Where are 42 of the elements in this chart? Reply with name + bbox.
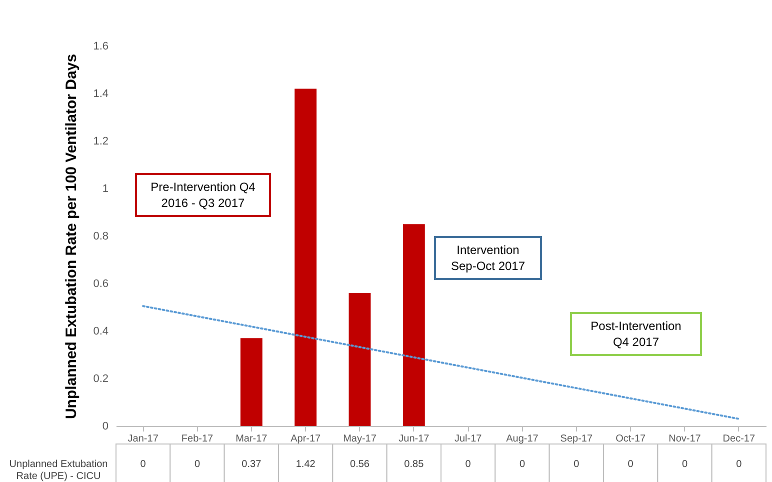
data-label: 0 (682, 459, 688, 470)
y-tick-label: 0.2 (93, 373, 108, 385)
text-box: Intervention Sep-Oct 2017 (434, 236, 542, 280)
bar (402, 224, 425, 426)
text: Unplanned Extubation Rate (UPE) - CICU (9, 459, 108, 482)
x-tick-label: Feb-17 (181, 434, 214, 444)
bar (348, 293, 371, 426)
text-box: Pre-Intervention Q4 2016 - Q3 2017 (135, 173, 271, 218)
x-tick-label: Sep-17 (560, 434, 593, 444)
x-tick-label: Dec-17 (722, 434, 756, 444)
y-tick-label: 0.4 (93, 326, 108, 338)
y-tick-label: 0.8 (93, 230, 108, 242)
y-tick-label: 1.4 (93, 88, 108, 100)
data-label: 0 (465, 459, 472, 470)
data-label: 0 (628, 459, 634, 470)
x-tick-label: Jun-17 (398, 434, 430, 444)
x-tick-label: Jan-17 (128, 434, 159, 444)
data-label: 0 (736, 459, 742, 470)
y-tick-label: 0.6 (93, 278, 108, 290)
data-label: 0.85 (404, 459, 424, 470)
data-label: 1.42 (296, 459, 316, 470)
data-label: 0.56 (350, 459, 370, 470)
x-tick-label: Mar-17 (236, 434, 268, 444)
data-label: 0 (194, 459, 200, 470)
y-tick-label: 0 (102, 420, 108, 432)
data-label: 0 (519, 459, 526, 470)
data-label: 0 (140, 459, 146, 470)
x-tick-label: Oct-17 (616, 434, 646, 444)
y-tick-label: 1 (102, 183, 108, 195)
bar (294, 88, 317, 426)
data-label: 0.37 (242, 459, 262, 470)
text-box: Post-Intervention Q4 2017 (570, 312, 702, 356)
y-tick-label: 1.2 (93, 136, 108, 148)
y-axis-title: Unplanned Extubation Rate per 100 Ventilator Days (63, 54, 80, 420)
x-tick-label: Apr-17 (290, 434, 322, 444)
x-tick-label: Aug-17 (506, 434, 539, 444)
bar (240, 338, 262, 426)
x-tick-label: Nov-17 (668, 434, 702, 444)
x-tick-label: Jul-17 (454, 434, 482, 444)
y-tick-label: 1.6 (93, 40, 108, 52)
x-tick-label: May-17 (343, 434, 377, 444)
data-label: 0 (574, 459, 580, 470)
